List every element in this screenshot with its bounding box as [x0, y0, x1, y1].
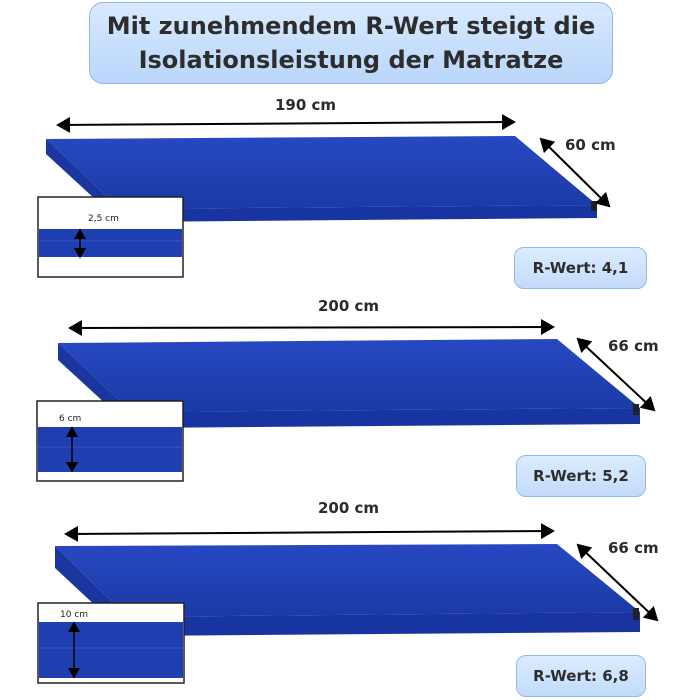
mattress-1-top: [46, 136, 597, 209]
mattress-3: [37, 523, 659, 684]
valve-icon: [591, 201, 597, 211]
mattress-3-top: [55, 544, 640, 617]
title-line-2: Isolationsleistung der Matratze: [138, 46, 564, 74]
inset-cross-section: [39, 622, 183, 678]
width-label-1: 60 cm: [565, 136, 616, 154]
length-arrow: [68, 319, 555, 336]
length-label-1: 190 cm: [275, 96, 337, 114]
thickness-label-2: 6 cm: [59, 414, 82, 424]
width-label-3: 66 cm: [608, 539, 659, 557]
mattress-2-front-side: [132, 408, 640, 428]
title-banner: Mit zunehmendem R-Wert steigt die Isolat…: [89, 2, 613, 84]
r-value-badge-1: R-Wert: 4,1: [514, 247, 647, 289]
r-value-badge-2: R-Wert: 5,2: [516, 455, 646, 497]
r-value-badge-3: R-Wert: 6,8: [516, 655, 646, 697]
mattress-2: [36, 319, 656, 482]
width-arrow: [576, 543, 659, 622]
width-arrow: [576, 337, 656, 412]
thickness-label-3: 10 cm: [60, 610, 89, 620]
mattress-3-front-side: [128, 612, 640, 636]
inset-cross-section: [39, 229, 182, 257]
mattress-1: [37, 114, 611, 278]
inset-cross-section: [38, 427, 182, 472]
length-label-2: 200 cm: [318, 297, 380, 315]
length-label-3: 200 cm: [318, 499, 380, 517]
length-arrow: [56, 114, 516, 133]
length-arrow: [64, 523, 555, 542]
mattress-1-front-side: [120, 205, 597, 222]
width-arrow: [539, 137, 611, 208]
width-label-2: 66 cm: [608, 337, 659, 355]
mattress-2-top: [58, 339, 640, 412]
thickness-label-1: 2,5 cm: [88, 214, 119, 224]
title-line-1: Mit zunehmendem R-Wert steigt die: [106, 12, 596, 40]
valve-icon: [633, 404, 639, 415]
valve-icon: [633, 608, 639, 620]
